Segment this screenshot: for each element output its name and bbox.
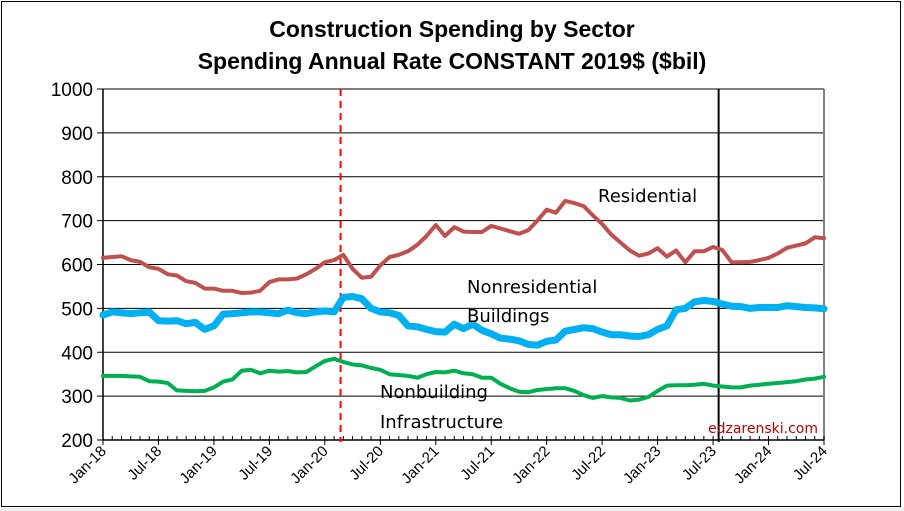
y-tick-label: 900 bbox=[61, 124, 93, 145]
series-line-nonbuilding-infrastructure bbox=[101, 356, 826, 403]
x-tick-label: Jul-21 bbox=[457, 443, 498, 484]
series-line-nonresidential-buildings bbox=[99, 293, 828, 349]
watermark: edzarenski.com bbox=[708, 421, 818, 437]
x-tick-label: Jan-20 bbox=[287, 443, 331, 487]
series-lines bbox=[99, 198, 828, 403]
x-axis-ticks: Jan-18 Jul-18 Jan-19 Jul-19 Jan-20 Jul-20 Jan-… bbox=[65, 436, 831, 487]
annotation-nonbuilding-line2: Infrastructure bbox=[380, 412, 503, 433]
annotation-residential: Residential bbox=[598, 186, 697, 207]
x-tick-label: Jan-19 bbox=[176, 443, 220, 487]
x-tick-label: Jan-21 bbox=[398, 443, 442, 487]
y-tick-label: 600 bbox=[61, 256, 93, 277]
x-tick-label: Jan-24 bbox=[731, 443, 775, 487]
chart-subtitle: Spending Annual Rate CONSTANT 2019$ ($bi… bbox=[198, 48, 707, 74]
y-tick-label: 400 bbox=[61, 343, 93, 364]
y-tick-label: 1000 bbox=[51, 80, 93, 101]
y-tick-label: 500 bbox=[61, 299, 93, 320]
x-tick-label: Jul-19 bbox=[235, 443, 276, 484]
x-tick-label: Jul-20 bbox=[346, 443, 387, 484]
annotation-nonresidential-line1: Nonresidential bbox=[467, 277, 597, 298]
reference-lines bbox=[339, 89, 720, 442]
y-tick-label: 800 bbox=[61, 168, 93, 189]
annotation-nonresidential-line2: Buildings bbox=[467, 306, 549, 327]
x-tick-label: Jul-18 bbox=[124, 443, 165, 484]
y-tick-label: 200 bbox=[61, 431, 93, 452]
bottom-strip bbox=[0, 508, 904, 511]
y-tick-label: 300 bbox=[61, 387, 93, 408]
x-tick-label: Jul-22 bbox=[568, 443, 609, 484]
y-axis-ticks: 1000 900 800 700 600 500 400 300 200 bbox=[51, 80, 103, 452]
series-line-residential bbox=[101, 198, 826, 295]
x-tick-label: Jan-22 bbox=[509, 443, 553, 487]
x-tick-label: Jul-24 bbox=[790, 443, 831, 484]
chart-title: Construction Spending by Sector bbox=[269, 16, 635, 42]
annotation-nonbuilding-line1: Nonbuilding bbox=[380, 382, 488, 403]
x-tick-label: Jan-23 bbox=[620, 443, 664, 487]
x-tick-label: Jul-23 bbox=[679, 443, 720, 484]
y-tick-label: 700 bbox=[61, 212, 93, 233]
